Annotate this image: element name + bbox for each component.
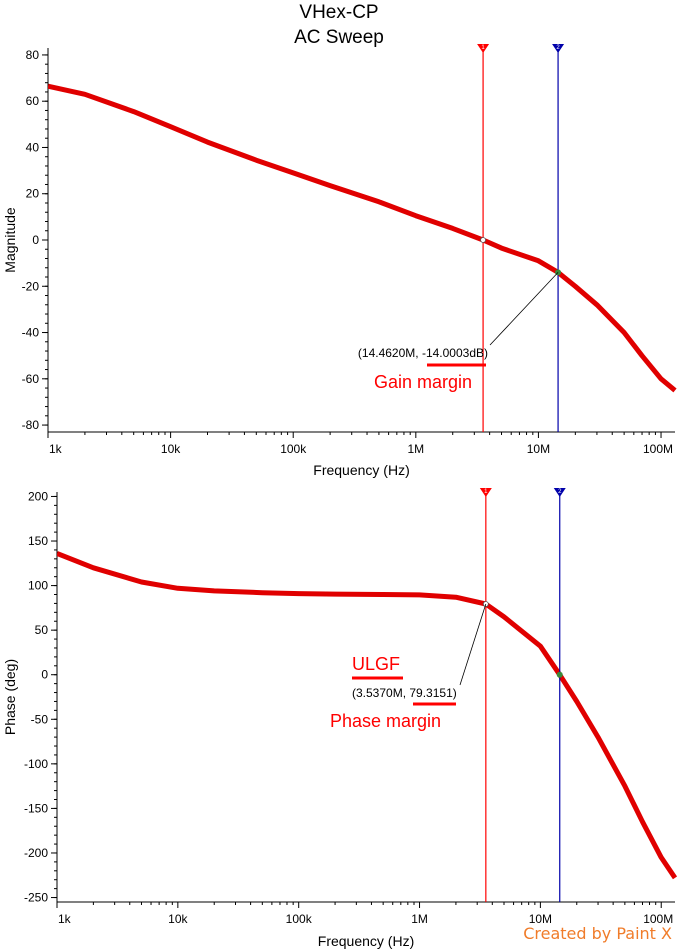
y-tick-label: 50 (35, 623, 49, 637)
chart-panel-2: 200 150 100 50 0 -50 -100 -150 -200 -250 1k 10k 100k… (2, 488, 677, 949)
y-tick-label: -250 (24, 891, 48, 905)
x-tick-label: 100M (643, 442, 673, 456)
cursor-1-point (480, 237, 486, 243)
x-tick-label: 1M (407, 442, 424, 456)
x-tick-label: 1k (49, 442, 63, 456)
y-tick-label: -60 (22, 372, 40, 386)
x-axis-label: Frequency (Hz) (313, 462, 409, 478)
x-tick-label: 10M (527, 442, 550, 456)
y-tick-label: 100 (28, 579, 48, 593)
y-tick-label: 200 (28, 489, 48, 503)
x-axis-label: Frequency (Hz) (318, 933, 414, 949)
chart-subtitle: AC Sweep (294, 27, 384, 48)
y-axis-label: Magnitude (2, 207, 18, 273)
y-tick-label: -50 (31, 712, 49, 726)
y-tick-label: 0 (41, 668, 48, 682)
gain-margin-label: Gain margin (374, 372, 472, 392)
cursor-marker-1 (479, 488, 492, 497)
y-tick-label: 80 (26, 48, 40, 62)
x-tick-label: 10k (161, 442, 181, 456)
y-tick-label: -20 (22, 279, 40, 293)
x-tick-label: 100k (280, 442, 307, 456)
y-axis-label: Phase (deg) (2, 659, 18, 735)
cursor-marker-2 (552, 44, 565, 53)
annotation-label: (14.4620M, -14.0003dB) (358, 346, 488, 360)
y-tick-label: 0 (32, 233, 39, 247)
cursor-marker-label-2: 2 (556, 45, 560, 51)
chart-title: VHex-CP (299, 2, 379, 23)
annotation-leader-line (489, 272, 559, 346)
cursor-marker-label-1: 1 (484, 489, 488, 495)
y-tick-label: 150 (28, 534, 48, 548)
annotation-leader-line (459, 603, 487, 686)
watermark: Created by Paint X (523, 924, 672, 943)
phase-margin-label: Phase margin (330, 711, 441, 731)
y-tick-label: -150 (24, 801, 48, 815)
y-tick-label: -200 (24, 846, 48, 860)
x-tick-label: 1k (58, 912, 72, 926)
cursor-marker-1 (477, 44, 490, 53)
ulgf-label: ULGF (352, 654, 400, 674)
x-tick-label: 10M (529, 912, 552, 926)
y-tick-label: -80 (22, 418, 40, 432)
cursor-marker-label-1: 1 (481, 45, 485, 51)
x-tick-label: 100k (286, 912, 313, 926)
magnitude-series-line (48, 83, 677, 393)
y-tick-label: -40 (22, 326, 40, 340)
x-tick-label: 1M (411, 912, 428, 926)
cursor-2-point (556, 671, 563, 678)
cursor-marker-2 (553, 488, 566, 497)
y-tick-label: -100 (24, 757, 48, 771)
y-tick-label: 40 (26, 140, 40, 154)
phase-series-line (57, 551, 677, 880)
x-tick-label: 10k (168, 912, 188, 926)
cursor-marker-label-2: 2 (558, 489, 562, 495)
annotation-label: (3.5370M, 79.3151) (352, 686, 457, 700)
y-tick-label: 20 (26, 187, 40, 201)
chart-panel-1: 80 60 40 20 0 -20 -40 -60 -80 1k 10k 100k 1M 10M 100M F… (2, 44, 677, 478)
x-tick-label: 100M (643, 912, 673, 926)
y-tick-label: 60 (26, 94, 40, 108)
